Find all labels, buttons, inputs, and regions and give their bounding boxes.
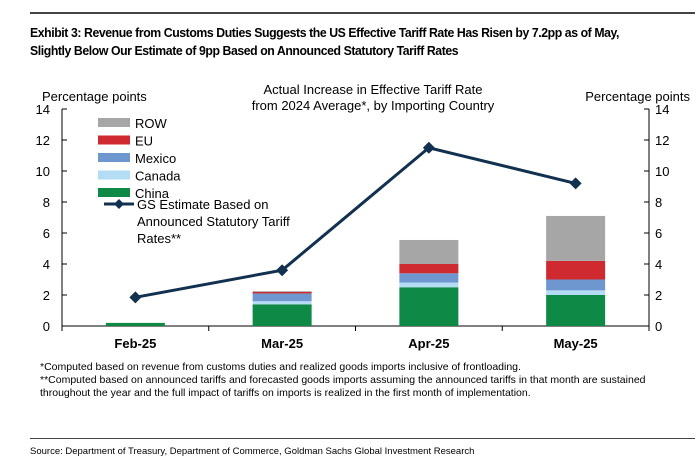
- bar-row: [252, 291, 312, 292]
- source-divider: [30, 438, 695, 439]
- right-axis-label: Percentage points: [585, 89, 690, 104]
- gs-estimate-marker: [129, 291, 142, 304]
- right-tick-label: 6: [655, 226, 662, 241]
- footnote-1: *Computed based on revenue from customs …: [40, 361, 521, 373]
- bar-china: [399, 287, 459, 326]
- legend-swatch-china: [98, 188, 130, 197]
- legend-swatch-canada: [98, 170, 130, 180]
- right-tick-label: 10: [655, 164, 669, 179]
- bar-row: [546, 215, 606, 261]
- x-tick-label: Feb-25: [114, 336, 156, 351]
- bar-canada: [546, 290, 606, 295]
- x-tick-label: May-25: [554, 336, 598, 351]
- legend-label-eu: EU: [135, 134, 153, 149]
- left-tick-label: 14: [36, 102, 50, 117]
- left-tick-label: 8: [43, 195, 50, 210]
- legend-label-row: ROW: [135, 116, 168, 131]
- right-tick-label: 2: [655, 288, 662, 303]
- legend-line-marker: [114, 199, 124, 209]
- chart-title: Actual Increase in Effective Tariff Rate: [264, 82, 483, 97]
- left-tick-label: 12: [36, 133, 50, 148]
- right-tick-label: 0: [655, 319, 662, 334]
- bar-mexico: [546, 279, 606, 291]
- right-tick-label: 12: [655, 133, 669, 148]
- exhibit-title: Exhibit 3: Revenue from Customs Duties S…: [30, 25, 620, 58]
- bar-china: [105, 322, 165, 326]
- left-tick-label: 6: [43, 226, 50, 241]
- x-tick-label: Apr-25: [408, 336, 449, 351]
- gs-estimate-marker: [569, 177, 582, 190]
- legend-label-mexico: Mexico: [135, 151, 176, 166]
- right-tick-label: 14: [655, 102, 669, 117]
- source-note: Source: Department of Treasury, Departme…: [30, 446, 475, 457]
- gs-estimate-marker: [422, 141, 435, 154]
- legend-swatch-row: [98, 118, 130, 127]
- left-tick-label: 0: [43, 319, 50, 334]
- legend-swatch-mexico: [98, 153, 130, 162]
- legend-label-gs-estimate: GS Estimate Based on: [137, 197, 269, 212]
- right-tick-label: 4: [655, 257, 662, 272]
- gs-estimate-marker: [276, 264, 289, 277]
- chart-title: from 2024 Average*, by Importing Country: [252, 98, 495, 113]
- legend-label-gs-estimate: Announced Statutory Tariff: [137, 214, 290, 229]
- gs-estimate-line: [135, 146, 576, 299]
- footnote-2: **Computed based on announced tariffs an…: [40, 374, 646, 399]
- bar-canada: [252, 301, 312, 305]
- legend-label-canada: Canada: [135, 169, 181, 184]
- right-tick-label: 8: [655, 195, 662, 210]
- x-tick-label: Mar-25: [261, 336, 303, 351]
- bar-china: [546, 295, 606, 326]
- left-axis-label: Percentage points: [42, 89, 147, 104]
- bar-mexico: [399, 273, 459, 283]
- bar-row: [399, 239, 459, 264]
- bar-eu: [546, 260, 606, 280]
- left-tick-label: 10: [36, 164, 50, 179]
- top-divider: [30, 12, 695, 14]
- legend-label-gs-estimate: Rates**: [137, 231, 181, 246]
- bar-eu: [399, 264, 459, 274]
- left-tick-label: 4: [43, 257, 50, 272]
- bar-mexico: [252, 293, 312, 302]
- legend-swatch-eu: [98, 135, 130, 145]
- bar-canada: [399, 282, 459, 288]
- bar-eu: [252, 291, 312, 294]
- legend-label-china: China: [135, 186, 170, 201]
- chart: 0 0 2 2 4 4 6 6 8 8 10 10 12 12 14 14 Feb-25 Mar-25 Apr-25…: [36, 82, 691, 351]
- left-tick-label: 2: [43, 288, 50, 303]
- bar-china: [252, 304, 312, 326]
